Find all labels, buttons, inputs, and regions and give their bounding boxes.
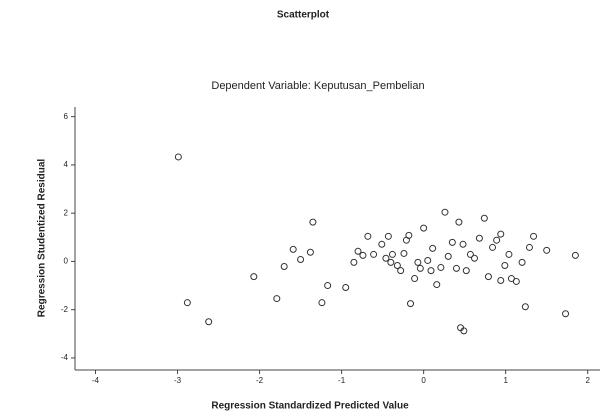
x-tick-label: 0: [421, 376, 426, 385]
point: [456, 219, 462, 225]
point: [412, 276, 418, 282]
y-tick-label: -2: [61, 305, 69, 314]
point: [175, 154, 181, 160]
y-tick-label: 6: [64, 112, 69, 121]
point: [428, 268, 434, 274]
y-tick-label: -4: [61, 353, 69, 362]
point: [371, 251, 377, 257]
point: [463, 268, 469, 274]
point: [184, 300, 190, 306]
chart-subtitle: Dependent Variable: Keputusan_Pembelian: [211, 80, 424, 92]
point: [425, 257, 431, 263]
y-tick-label: 2: [64, 208, 69, 217]
point: [351, 259, 357, 265]
point: [438, 264, 444, 270]
x-axis-label: Regression Standardized Predicted Value: [211, 401, 409, 412]
point: [307, 249, 313, 255]
point: [453, 265, 459, 271]
x-tick-label: -2: [256, 376, 264, 385]
point: [388, 259, 394, 265]
point: [415, 259, 421, 265]
x-tick-label: 1: [503, 376, 508, 385]
point: [417, 265, 423, 271]
point: [206, 319, 212, 325]
x-tick-label: -4: [92, 376, 100, 385]
point: [544, 247, 550, 253]
point: [319, 300, 325, 306]
point: [408, 301, 414, 307]
point: [494, 237, 500, 243]
point: [485, 274, 491, 280]
point: [290, 246, 296, 252]
point: [522, 304, 528, 310]
y-tick-label: 4: [64, 160, 69, 169]
point: [449, 239, 455, 245]
point: [430, 245, 436, 251]
y-axis-label: Regression Studentized Residual: [37, 159, 48, 318]
point: [379, 241, 385, 247]
point: [385, 233, 391, 239]
point: [274, 296, 280, 302]
point: [365, 233, 371, 239]
point: [325, 283, 331, 289]
chart-title: Scatterplot: [277, 10, 330, 21]
point: [401, 250, 407, 256]
point: [498, 231, 504, 237]
point: [498, 277, 504, 283]
x-tick-label: 2: [585, 376, 590, 385]
point: [519, 259, 525, 265]
y-tick-label: 0: [64, 257, 69, 266]
point: [502, 263, 508, 269]
point: [481, 215, 487, 221]
x-tick-label: -1: [338, 376, 346, 385]
point: [445, 253, 451, 259]
point: [490, 244, 496, 250]
point: [434, 282, 440, 288]
point: [360, 252, 366, 258]
point: [398, 268, 404, 274]
point: [460, 241, 466, 247]
point: [506, 251, 512, 257]
point: [471, 255, 477, 261]
point: [442, 209, 448, 215]
point: [389, 251, 395, 257]
point: [476, 235, 482, 241]
point: [251, 274, 257, 280]
point: [298, 256, 304, 262]
x-tick-label: -3: [174, 376, 182, 385]
point: [343, 284, 349, 290]
point: [572, 252, 578, 258]
chart: Scatterplot Dependent Variable: Keputusa…: [0, 0, 605, 414]
point: [531, 233, 537, 239]
point: [281, 263, 287, 269]
point: [310, 219, 316, 225]
point: [403, 237, 409, 243]
point: [563, 311, 569, 317]
point: [421, 225, 427, 231]
point: [526, 244, 532, 250]
point: [513, 278, 519, 284]
